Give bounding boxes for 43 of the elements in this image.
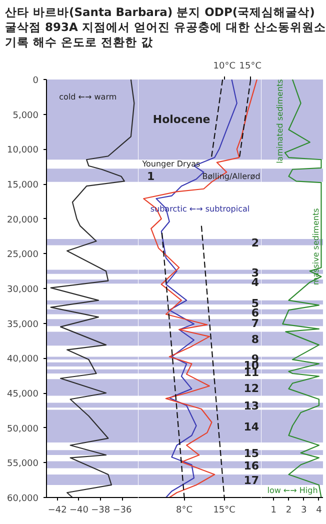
y-tick-label: 60,000 bbox=[7, 494, 39, 504]
text: 산타 바르바(Santa Barbara) 분지 ODP(국제심해굴삭) 굴삭점 893A 지점에서 얻어진 유공충에 대한 산소동위원소 기록 해수 온도로 전환한 값 bbox=[5, 5, 326, 50]
x-tick-label: 1 bbox=[270, 505, 276, 516]
x-tick-label: 3 bbox=[300, 505, 307, 516]
x-tick-label: 8°C bbox=[176, 505, 193, 516]
x-tick-label: 4 bbox=[316, 505, 322, 516]
band-label: Holocene bbox=[152, 112, 210, 126]
y-tick-label: 45,000 bbox=[7, 389, 39, 400]
band-label: 13 bbox=[244, 400, 260, 413]
y-tick-label: 30,000 bbox=[7, 284, 39, 295]
annotation: laminated sediments bbox=[276, 78, 285, 164]
x-tick-label: 2 bbox=[286, 505, 292, 516]
annotation: cold ←→ warm bbox=[59, 92, 117, 102]
band-label: 7 bbox=[251, 316, 260, 330]
band-label: 16 bbox=[244, 459, 260, 472]
band-label: 8 bbox=[251, 332, 260, 346]
x-tick-label: −36 bbox=[112, 505, 132, 516]
band-label: 12 bbox=[244, 382, 260, 395]
y-tick-label: 10,000 bbox=[7, 145, 39, 156]
band-label: 15 bbox=[244, 446, 260, 460]
y-tick-label: 15,000 bbox=[7, 180, 39, 190]
band-label: 1 bbox=[146, 170, 155, 183]
band-label: 2 bbox=[251, 236, 260, 250]
band-label: 6 bbox=[251, 306, 260, 320]
y-tick-label: 50,000 bbox=[7, 424, 39, 434]
y-tick-label: 35,000 bbox=[7, 320, 39, 330]
x-tick-label: −42 bbox=[48, 505, 67, 516]
y-tick-label: 20,000 bbox=[7, 215, 39, 226]
annotation: Younger Dryas bbox=[141, 159, 200, 168]
y-tick-label: 40,000 bbox=[7, 354, 39, 364]
x-tick-label: −40 bbox=[69, 505, 89, 516]
x-tick-label: −38 bbox=[91, 505, 110, 516]
band-label: 14 bbox=[244, 420, 260, 434]
annotation: low ←→ High bbox=[267, 486, 318, 495]
x-tick-label: 15°C bbox=[213, 505, 236, 516]
y-tick-label: 5,000 bbox=[12, 110, 39, 121]
y-tick-label: 25,000 bbox=[7, 250, 39, 260]
y-tick-label: 0 bbox=[32, 76, 39, 86]
x2-tick-label: 10°C bbox=[213, 61, 236, 72]
line-series bbox=[50, 79, 135, 498]
band-label: 17 bbox=[244, 474, 260, 488]
x2-tick-label: 15°C bbox=[239, 61, 262, 72]
y-tick-label: 55,000 bbox=[7, 458, 39, 469]
